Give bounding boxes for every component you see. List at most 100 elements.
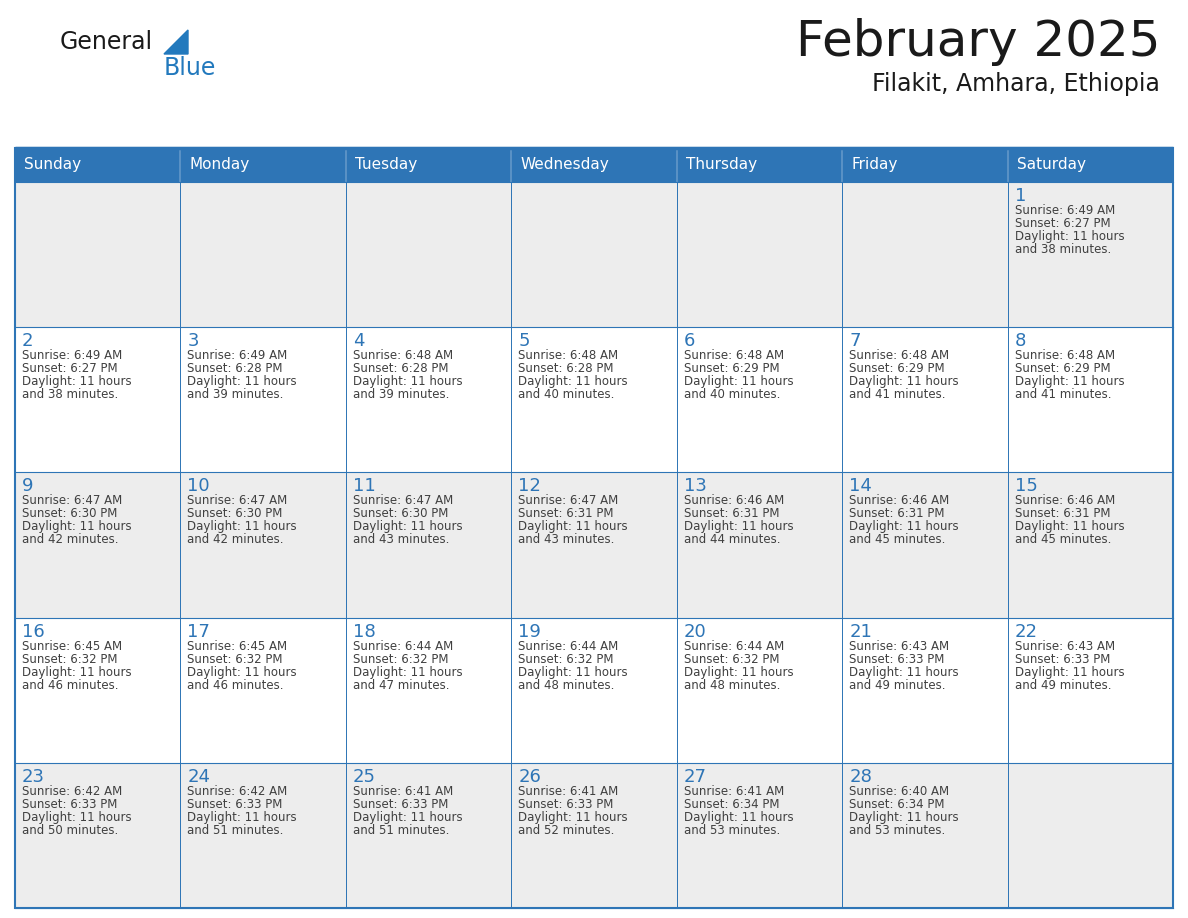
- Text: Sunrise: 6:48 AM: Sunrise: 6:48 AM: [518, 349, 619, 363]
- Bar: [511, 327, 677, 473]
- Text: Sunrise: 6:44 AM: Sunrise: 6:44 AM: [684, 640, 784, 653]
- Text: and 45 minutes.: and 45 minutes.: [849, 533, 946, 546]
- Text: and 42 minutes.: and 42 minutes.: [188, 533, 284, 546]
- Text: Sunset: 6:30 PM: Sunset: 6:30 PM: [23, 508, 118, 521]
- Text: 19: 19: [518, 622, 542, 641]
- Text: Daylight: 11 hours: Daylight: 11 hours: [518, 375, 628, 388]
- Bar: [677, 473, 842, 618]
- Text: Sunrise: 6:45 AM: Sunrise: 6:45 AM: [23, 640, 122, 653]
- Bar: [15, 148, 1173, 908]
- Text: Daylight: 11 hours: Daylight: 11 hours: [353, 375, 462, 388]
- Bar: [1007, 618, 1173, 763]
- Bar: [346, 763, 511, 908]
- Text: and 49 minutes.: and 49 minutes.: [849, 678, 946, 691]
- Text: Sunset: 6:34 PM: Sunset: 6:34 PM: [684, 798, 779, 811]
- Text: Sunrise: 6:42 AM: Sunrise: 6:42 AM: [23, 785, 122, 798]
- Text: 24: 24: [188, 767, 210, 786]
- Text: Sunrise: 6:42 AM: Sunrise: 6:42 AM: [188, 785, 287, 798]
- Text: 18: 18: [353, 622, 375, 641]
- Text: Sunset: 6:27 PM: Sunset: 6:27 PM: [1015, 217, 1111, 230]
- Text: Sunset: 6:32 PM: Sunset: 6:32 PM: [684, 653, 779, 666]
- Text: 23: 23: [23, 767, 45, 786]
- Text: Daylight: 11 hours: Daylight: 11 hours: [23, 375, 132, 388]
- Text: Daylight: 11 hours: Daylight: 11 hours: [684, 811, 794, 823]
- Text: General: General: [61, 30, 153, 54]
- Text: Sunrise: 6:40 AM: Sunrise: 6:40 AM: [849, 785, 949, 798]
- Text: Sunset: 6:27 PM: Sunset: 6:27 PM: [23, 363, 118, 375]
- Text: Sunset: 6:32 PM: Sunset: 6:32 PM: [518, 653, 614, 666]
- Text: Daylight: 11 hours: Daylight: 11 hours: [23, 666, 132, 678]
- Text: Sunset: 6:28 PM: Sunset: 6:28 PM: [518, 363, 614, 375]
- Text: Sunrise: 6:46 AM: Sunrise: 6:46 AM: [684, 495, 784, 508]
- Bar: [15, 327, 181, 473]
- Bar: [15, 148, 1173, 182]
- Text: Daylight: 11 hours: Daylight: 11 hours: [518, 666, 628, 678]
- Bar: [842, 327, 1007, 473]
- Bar: [346, 618, 511, 763]
- Text: and 52 minutes.: and 52 minutes.: [518, 823, 614, 837]
- Text: Sunrise: 6:48 AM: Sunrise: 6:48 AM: [1015, 349, 1114, 363]
- Text: Friday: Friday: [851, 158, 897, 173]
- Text: 16: 16: [23, 622, 45, 641]
- Text: 5: 5: [518, 332, 530, 350]
- Bar: [181, 473, 346, 618]
- Text: Sunset: 6:29 PM: Sunset: 6:29 PM: [849, 363, 944, 375]
- Text: and 44 minutes.: and 44 minutes.: [684, 533, 781, 546]
- Text: Sunset: 6:32 PM: Sunset: 6:32 PM: [188, 653, 283, 666]
- Text: 13: 13: [684, 477, 707, 496]
- Text: Sunset: 6:33 PM: Sunset: 6:33 PM: [1015, 653, 1110, 666]
- Text: and 39 minutes.: and 39 minutes.: [353, 388, 449, 401]
- Text: Sunset: 6:28 PM: Sunset: 6:28 PM: [188, 363, 283, 375]
- Bar: [15, 618, 181, 763]
- Bar: [1007, 182, 1173, 327]
- Text: 27: 27: [684, 767, 707, 786]
- Text: Sunset: 6:31 PM: Sunset: 6:31 PM: [1015, 508, 1110, 521]
- Text: Daylight: 11 hours: Daylight: 11 hours: [518, 811, 628, 823]
- Text: 22: 22: [1015, 622, 1037, 641]
- Text: Sunrise: 6:48 AM: Sunrise: 6:48 AM: [684, 349, 784, 363]
- Text: Sunset: 6:33 PM: Sunset: 6:33 PM: [353, 798, 448, 811]
- Text: 4: 4: [353, 332, 365, 350]
- Text: Daylight: 11 hours: Daylight: 11 hours: [1015, 230, 1124, 243]
- Text: Sunset: 6:33 PM: Sunset: 6:33 PM: [23, 798, 118, 811]
- Text: and 42 minutes.: and 42 minutes.: [23, 533, 119, 546]
- Text: 6: 6: [684, 332, 695, 350]
- Text: Daylight: 11 hours: Daylight: 11 hours: [684, 521, 794, 533]
- Text: Sunset: 6:33 PM: Sunset: 6:33 PM: [188, 798, 283, 811]
- Text: Daylight: 11 hours: Daylight: 11 hours: [353, 666, 462, 678]
- Text: and 38 minutes.: and 38 minutes.: [1015, 243, 1111, 256]
- Text: 25: 25: [353, 767, 375, 786]
- Text: Daylight: 11 hours: Daylight: 11 hours: [353, 521, 462, 533]
- Bar: [842, 182, 1007, 327]
- Text: Daylight: 11 hours: Daylight: 11 hours: [188, 811, 297, 823]
- Bar: [677, 618, 842, 763]
- Bar: [842, 473, 1007, 618]
- Bar: [511, 618, 677, 763]
- Text: Daylight: 11 hours: Daylight: 11 hours: [353, 811, 462, 823]
- Text: and 53 minutes.: and 53 minutes.: [684, 823, 781, 837]
- Bar: [181, 763, 346, 908]
- Text: 2: 2: [23, 332, 33, 350]
- Text: Sunrise: 6:41 AM: Sunrise: 6:41 AM: [684, 785, 784, 798]
- Text: Daylight: 11 hours: Daylight: 11 hours: [849, 811, 959, 823]
- Text: Sunrise: 6:45 AM: Sunrise: 6:45 AM: [188, 640, 287, 653]
- Bar: [511, 182, 677, 327]
- Text: February 2025: February 2025: [796, 18, 1159, 66]
- Text: and 43 minutes.: and 43 minutes.: [353, 533, 449, 546]
- Text: 11: 11: [353, 477, 375, 496]
- Bar: [181, 182, 346, 327]
- Text: Filakit, Amhara, Ethiopia: Filakit, Amhara, Ethiopia: [872, 72, 1159, 96]
- Text: Daylight: 11 hours: Daylight: 11 hours: [849, 521, 959, 533]
- Text: Daylight: 11 hours: Daylight: 11 hours: [849, 375, 959, 388]
- Text: Sunset: 6:30 PM: Sunset: 6:30 PM: [188, 508, 283, 521]
- Text: Daylight: 11 hours: Daylight: 11 hours: [684, 666, 794, 678]
- Text: Sunset: 6:31 PM: Sunset: 6:31 PM: [849, 508, 944, 521]
- Text: 9: 9: [23, 477, 33, 496]
- Text: Daylight: 11 hours: Daylight: 11 hours: [23, 811, 132, 823]
- Bar: [181, 618, 346, 763]
- Bar: [677, 763, 842, 908]
- Text: Sunset: 6:29 PM: Sunset: 6:29 PM: [1015, 363, 1111, 375]
- Text: Sunrise: 6:47 AM: Sunrise: 6:47 AM: [188, 495, 287, 508]
- Bar: [346, 182, 511, 327]
- Text: and 49 minutes.: and 49 minutes.: [1015, 678, 1111, 691]
